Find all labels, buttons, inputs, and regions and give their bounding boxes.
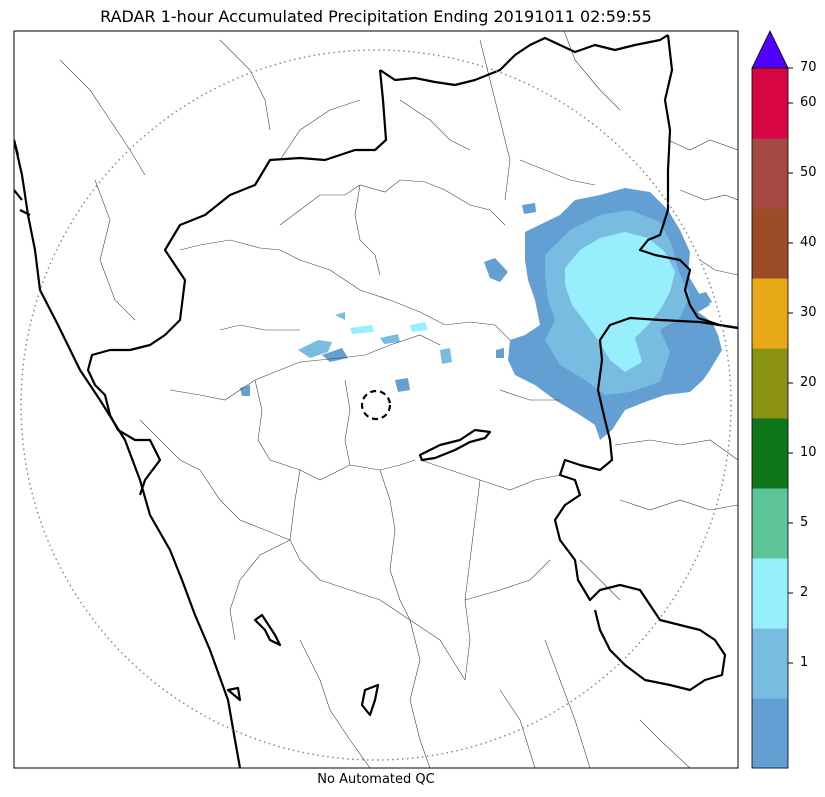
colorbar-bin [752, 418, 788, 489]
colorbar-tick-label: 50 [800, 165, 817, 180]
colorbar-bin [752, 348, 788, 419]
colorbar-tick-label: 60 [800, 95, 817, 110]
coastline [14, 139, 242, 768]
colorbar-bin [752, 558, 788, 629]
district-boundaries [59, 31, 738, 768]
colorbar-tick-label: 1 [800, 655, 809, 670]
map-frame [13, 30, 739, 769]
precipitation-layer [240, 188, 722, 440]
precip-scatter [240, 312, 504, 396]
lake-boundary [418, 428, 492, 462]
colorbar-extend-arrow [751, 30, 789, 69]
colorbar [751, 30, 793, 769]
colorbar-bin [752, 68, 788, 139]
colorbar-bin [752, 488, 788, 559]
colorbar-frame [751, 67, 789, 769]
colorbar-tick-label: 2 [800, 585, 809, 600]
colorbar-bin [752, 698, 788, 769]
state-boundaries [14, 34, 738, 768]
radar-range-ring [20, 49, 732, 761]
colorbar-tick-label: 20 [800, 375, 817, 390]
colorbar-tick-label: 70 [800, 60, 817, 75]
qc-note: No Automated QC [317, 772, 435, 787]
colorbar-tick-label: 5 [800, 515, 809, 530]
colorbar-tick-label: 30 [800, 305, 817, 320]
colorbar-bin [752, 208, 788, 279]
precip-area-west [484, 258, 508, 282]
map-title: RADAR 1-hour Accumulated Precipitation E… [100, 7, 652, 26]
precip-area-east-spot [695, 292, 712, 308]
colorbar-bin [752, 138, 788, 209]
colorbar-bin [752, 628, 788, 699]
colorbar-tick-label: 40 [800, 235, 817, 250]
colorbar-bin [752, 278, 788, 349]
radar-site-marker [360, 389, 392, 421]
colorbar-tick-label: 10 [800, 445, 817, 460]
precip-area-spot-1 [522, 203, 536, 214]
precip-area-inner [565, 232, 675, 372]
